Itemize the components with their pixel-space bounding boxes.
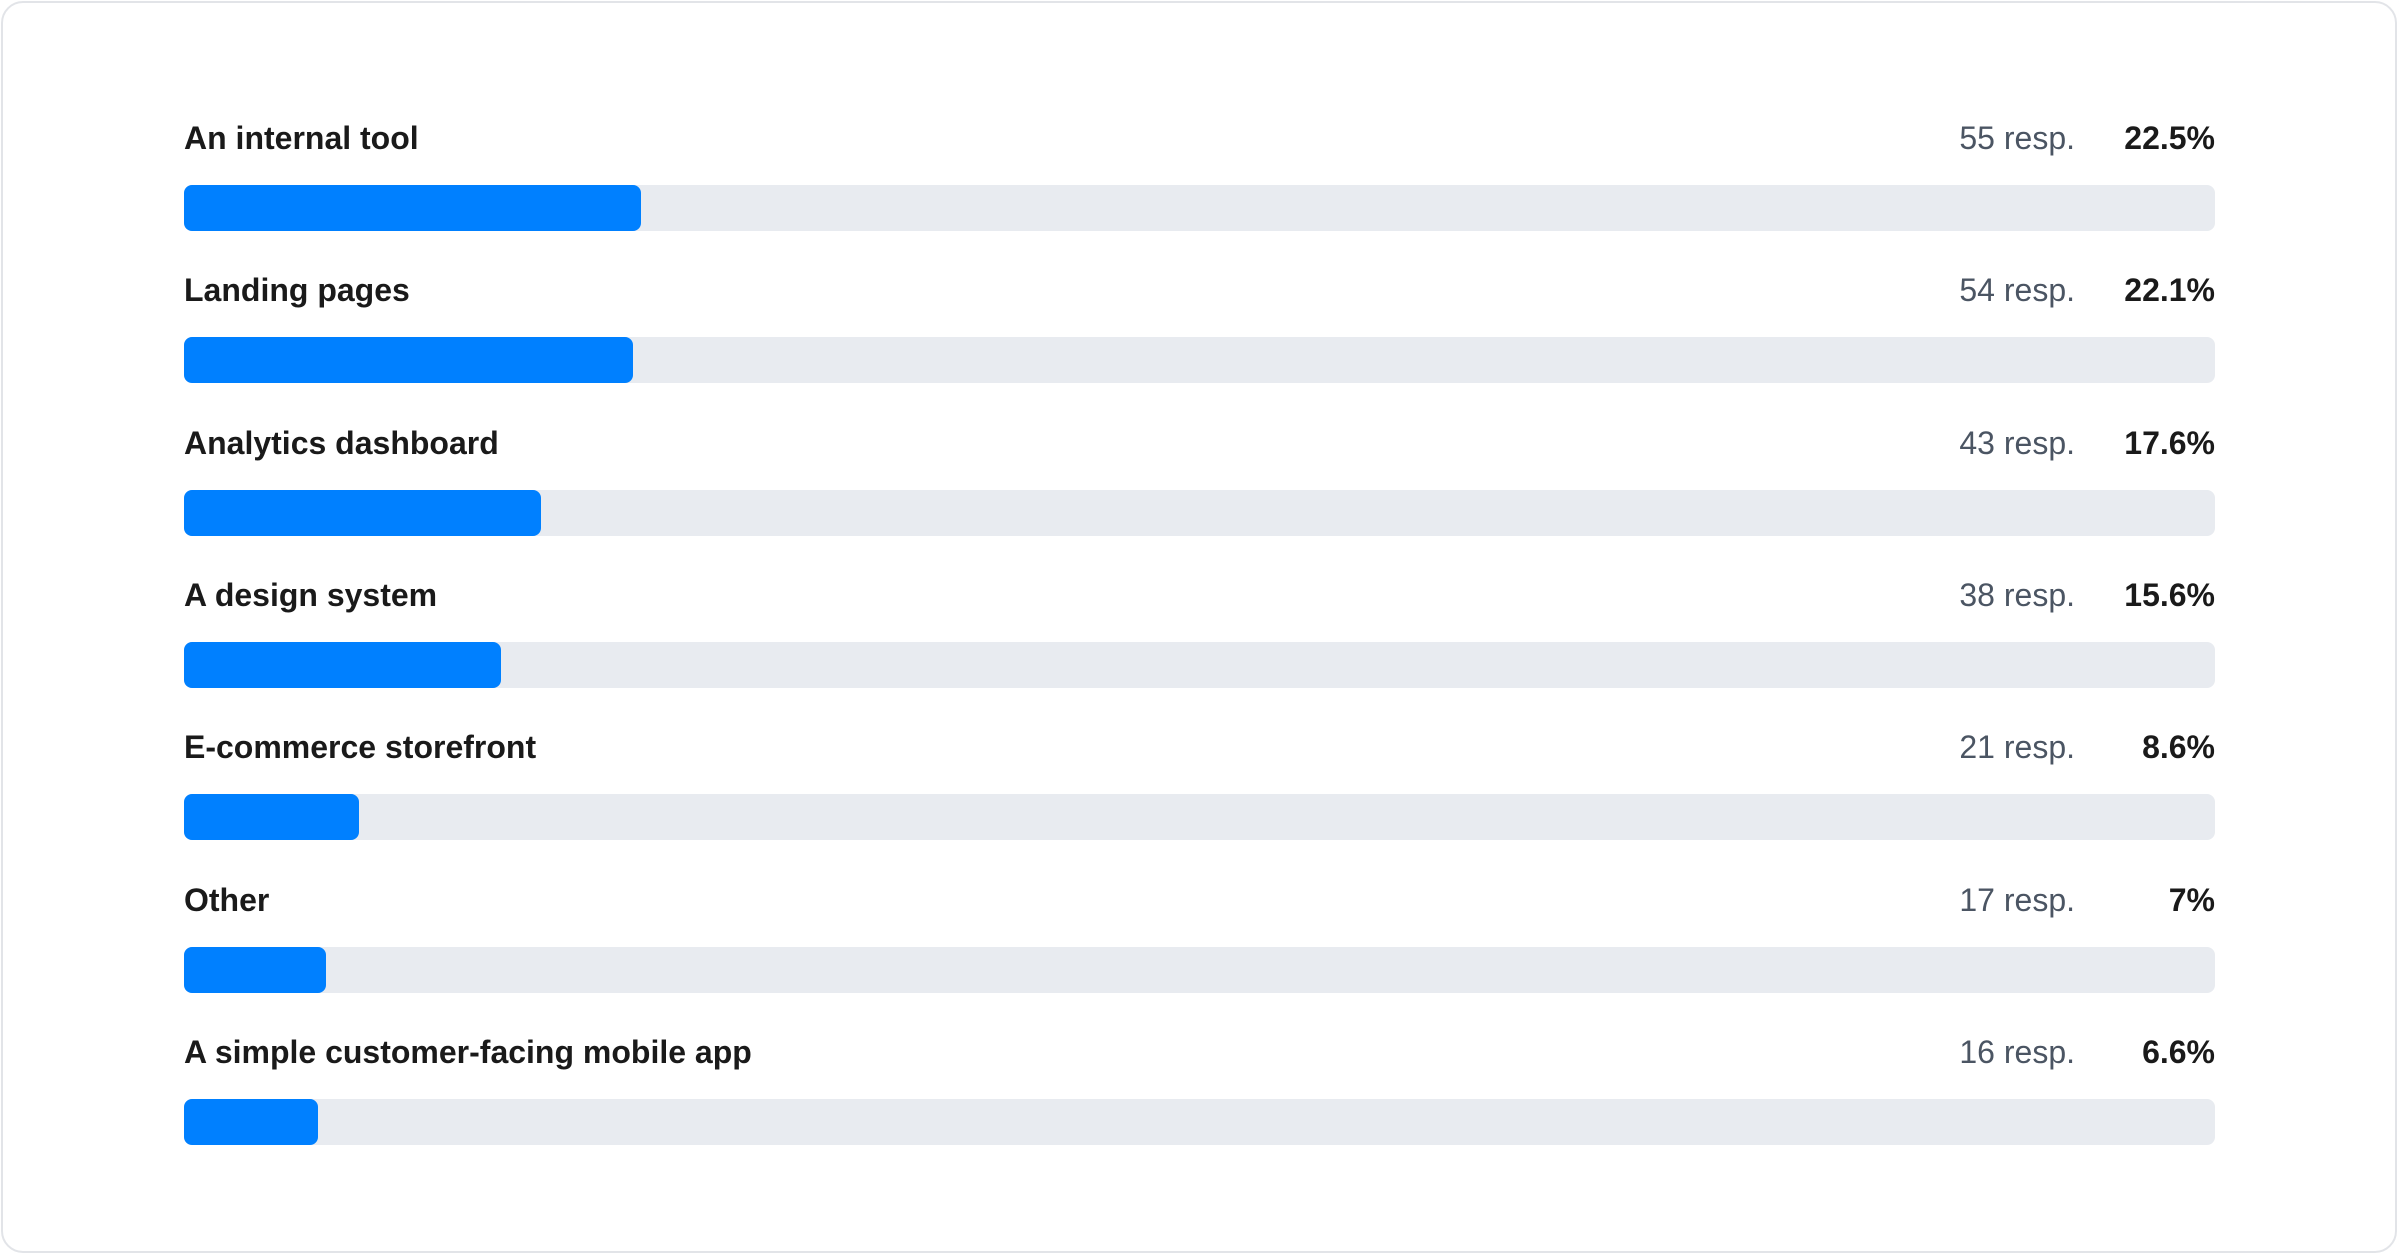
bar-track (184, 794, 2215, 841)
response-count: 55 resp. (1959, 120, 2075, 156)
bar-fill (184, 185, 641, 231)
category-label: Other (184, 881, 270, 918)
bar-fill (184, 489, 542, 536)
response-count: 43 resp. (1959, 424, 2075, 461)
response-count: 21 resp. (1959, 729, 2075, 766)
bar-fill (184, 794, 359, 841)
bar-fill (184, 946, 327, 993)
response-count: 54 resp. (1959, 272, 2075, 309)
percent-label: 8.6% (2142, 729, 2215, 766)
bar-fill (184, 337, 633, 384)
percent-label: 6.6% (2142, 1033, 2215, 1070)
percent-label: 22.5% (2124, 120, 2215, 156)
result-row: An internal tool 55 resp. 22.5% (184, 115, 2215, 235)
category-label: E-commerce storefront (184, 729, 537, 766)
bar-track (184, 641, 2215, 688)
bar-track (184, 489, 2215, 536)
category-label: Landing pages (184, 272, 410, 309)
bar-track (184, 185, 2215, 231)
category-label: A simple customer-facing mobile app (184, 1033, 752, 1070)
category-label: A design system (184, 576, 438, 613)
bar-track (184, 337, 2215, 384)
response-count: 38 resp. (1959, 576, 2075, 613)
percent-label: 7% (2168, 881, 2215, 918)
percent-label: 15.6% (2124, 576, 2215, 613)
result-row: Landing pages 54 resp. 22.1% (184, 267, 2215, 387)
bar-fill (184, 1098, 319, 1145)
percent-label: 17.6% (2124, 424, 2215, 461)
bar-track (184, 1098, 2215, 1145)
response-count: 16 resp. (1959, 1033, 2075, 1070)
category-label: An internal tool (184, 120, 419, 156)
result-row: A design system 38 resp. 15.6% (184, 572, 2215, 692)
response-count: 17 resp. (1959, 881, 2075, 918)
percent-label: 22.1% (2124, 272, 2215, 309)
result-row: E-commerce storefront 21 resp. 8.6% (184, 724, 2215, 844)
bar-track (184, 946, 2215, 993)
result-row: Other 17 resp. 7% (184, 877, 2215, 997)
result-row: A simple customer-facing mobile app 16 re… (184, 1029, 2215, 1149)
result-row: Analytics dashboard 43 resp. 17.6% (184, 420, 2215, 540)
bar-fill (184, 641, 501, 688)
category-label: Analytics dashboard (184, 424, 499, 461)
